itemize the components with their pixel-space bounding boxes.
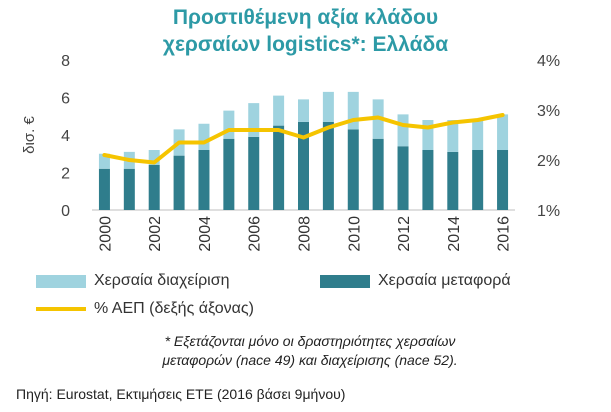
- x-tick-label: 2016: [496, 216, 513, 252]
- bar-management: [347, 91, 359, 130]
- y-tick-label: 0: [61, 203, 70, 220]
- source-note: Πηγή: Eurostat, Εκτιμήσεις ΕΤΕ (2016 βάσ…: [16, 386, 346, 402]
- x-tick-label: 2010: [346, 216, 363, 252]
- x-tick-label: 2006: [247, 216, 264, 252]
- bar-management: [497, 114, 509, 150]
- legend-swatch-management: [36, 274, 86, 288]
- x-tick-label: 2004: [197, 216, 214, 252]
- bar-management: [397, 114, 409, 147]
- chart-plot: 0 2 4 6 8 δισ. € 1% 2% 3% 4% 2000 2002 2004 2006 2008 2…: [21, 53, 560, 252]
- bar-transport: [123, 168, 135, 210]
- bar-transport: [298, 121, 309, 210]
- chart-title-line-2: χερσαίων logistics*: Ελλάδα: [162, 33, 449, 56]
- legend-swatch-gdp: [36, 307, 86, 311]
- bar-transport: [198, 150, 210, 210]
- y2-tick-label: 4%: [537, 53, 560, 70]
- legend-item-transport: Χερσαία μεταφορά: [320, 272, 511, 290]
- bar-transport: [397, 146, 409, 210]
- footnote: * Εξετάζονται μόνο οι δραστηριότητες χερ…: [60, 332, 560, 370]
- bar-transport: [497, 150, 509, 210]
- bar-transport: [322, 121, 334, 210]
- x-tick-label: 2012: [396, 216, 413, 252]
- bar-transport: [223, 138, 235, 210]
- y-tick-label: 8: [61, 53, 70, 70]
- bar-transport: [173, 155, 185, 210]
- bar-transport: [273, 125, 285, 210]
- y-axis-label: δισ. €: [21, 116, 38, 154]
- bar-management: [98, 153, 110, 169]
- bar-transport: [148, 165, 160, 210]
- y2-tick-label: 1%: [537, 203, 560, 220]
- bar-management: [148, 150, 160, 165]
- x-tick-label: 2000: [97, 216, 114, 252]
- footnote-line-1: * Εξετάζονται μόνο οι δραστηριότητες χερ…: [164, 333, 456, 349]
- bar-management: [298, 99, 309, 122]
- bar-management: [198, 123, 210, 150]
- bar-transport: [422, 150, 434, 210]
- bar-management: [422, 120, 434, 150]
- legend-item-gdp: % ΑΕΠ (δεξής άξονας): [36, 300, 254, 318]
- bar-management: [322, 91, 334, 122]
- x-tick-label: 2002: [147, 216, 164, 252]
- chart-title-line-1: Προστιθέμενη αξία κλάδου: [172, 6, 439, 29]
- y-tick-label: 4: [61, 128, 70, 145]
- legend-label-management: Χερσαία διαχείριση: [94, 272, 230, 289]
- footnote-line-2: μεταφορών (nace 49) και διαχείρισης (nac…: [162, 352, 458, 368]
- legend-swatch-transport: [320, 274, 370, 288]
- y-tick-label: 6: [61, 91, 70, 108]
- x-tick-label: 2008: [297, 216, 314, 252]
- bar-management: [248, 103, 260, 137]
- bar-management: [273, 95, 285, 126]
- bar-transport: [248, 136, 260, 210]
- legend-label-transport: Χερσαία μεταφορά: [378, 272, 511, 289]
- y-tick-label: 2: [61, 166, 70, 183]
- y2-tick-label: 3%: [537, 103, 560, 120]
- y2-tick-label: 2%: [537, 153, 560, 170]
- chart-title: Προστιθέμενη αξία κλάδου χερσαίων logist…: [0, 4, 611, 58]
- gdp-share-line: [102, 113, 505, 165]
- bar-transport: [447, 151, 459, 210]
- bar-management: [472, 120, 484, 150]
- x-tick-label: 2014: [446, 216, 463, 252]
- bar-transport: [472, 150, 484, 210]
- bar-transport: [347, 129, 359, 210]
- legend-item-management: Χερσαία διαχείριση: [36, 272, 230, 290]
- bar-management: [223, 110, 235, 139]
- bar-transport: [98, 168, 110, 210]
- bar-transport: [372, 138, 384, 210]
- bar-management: [447, 120, 459, 152]
- legend-label-gdp: % ΑΕΠ (δεξής άξονας): [94, 300, 254, 317]
